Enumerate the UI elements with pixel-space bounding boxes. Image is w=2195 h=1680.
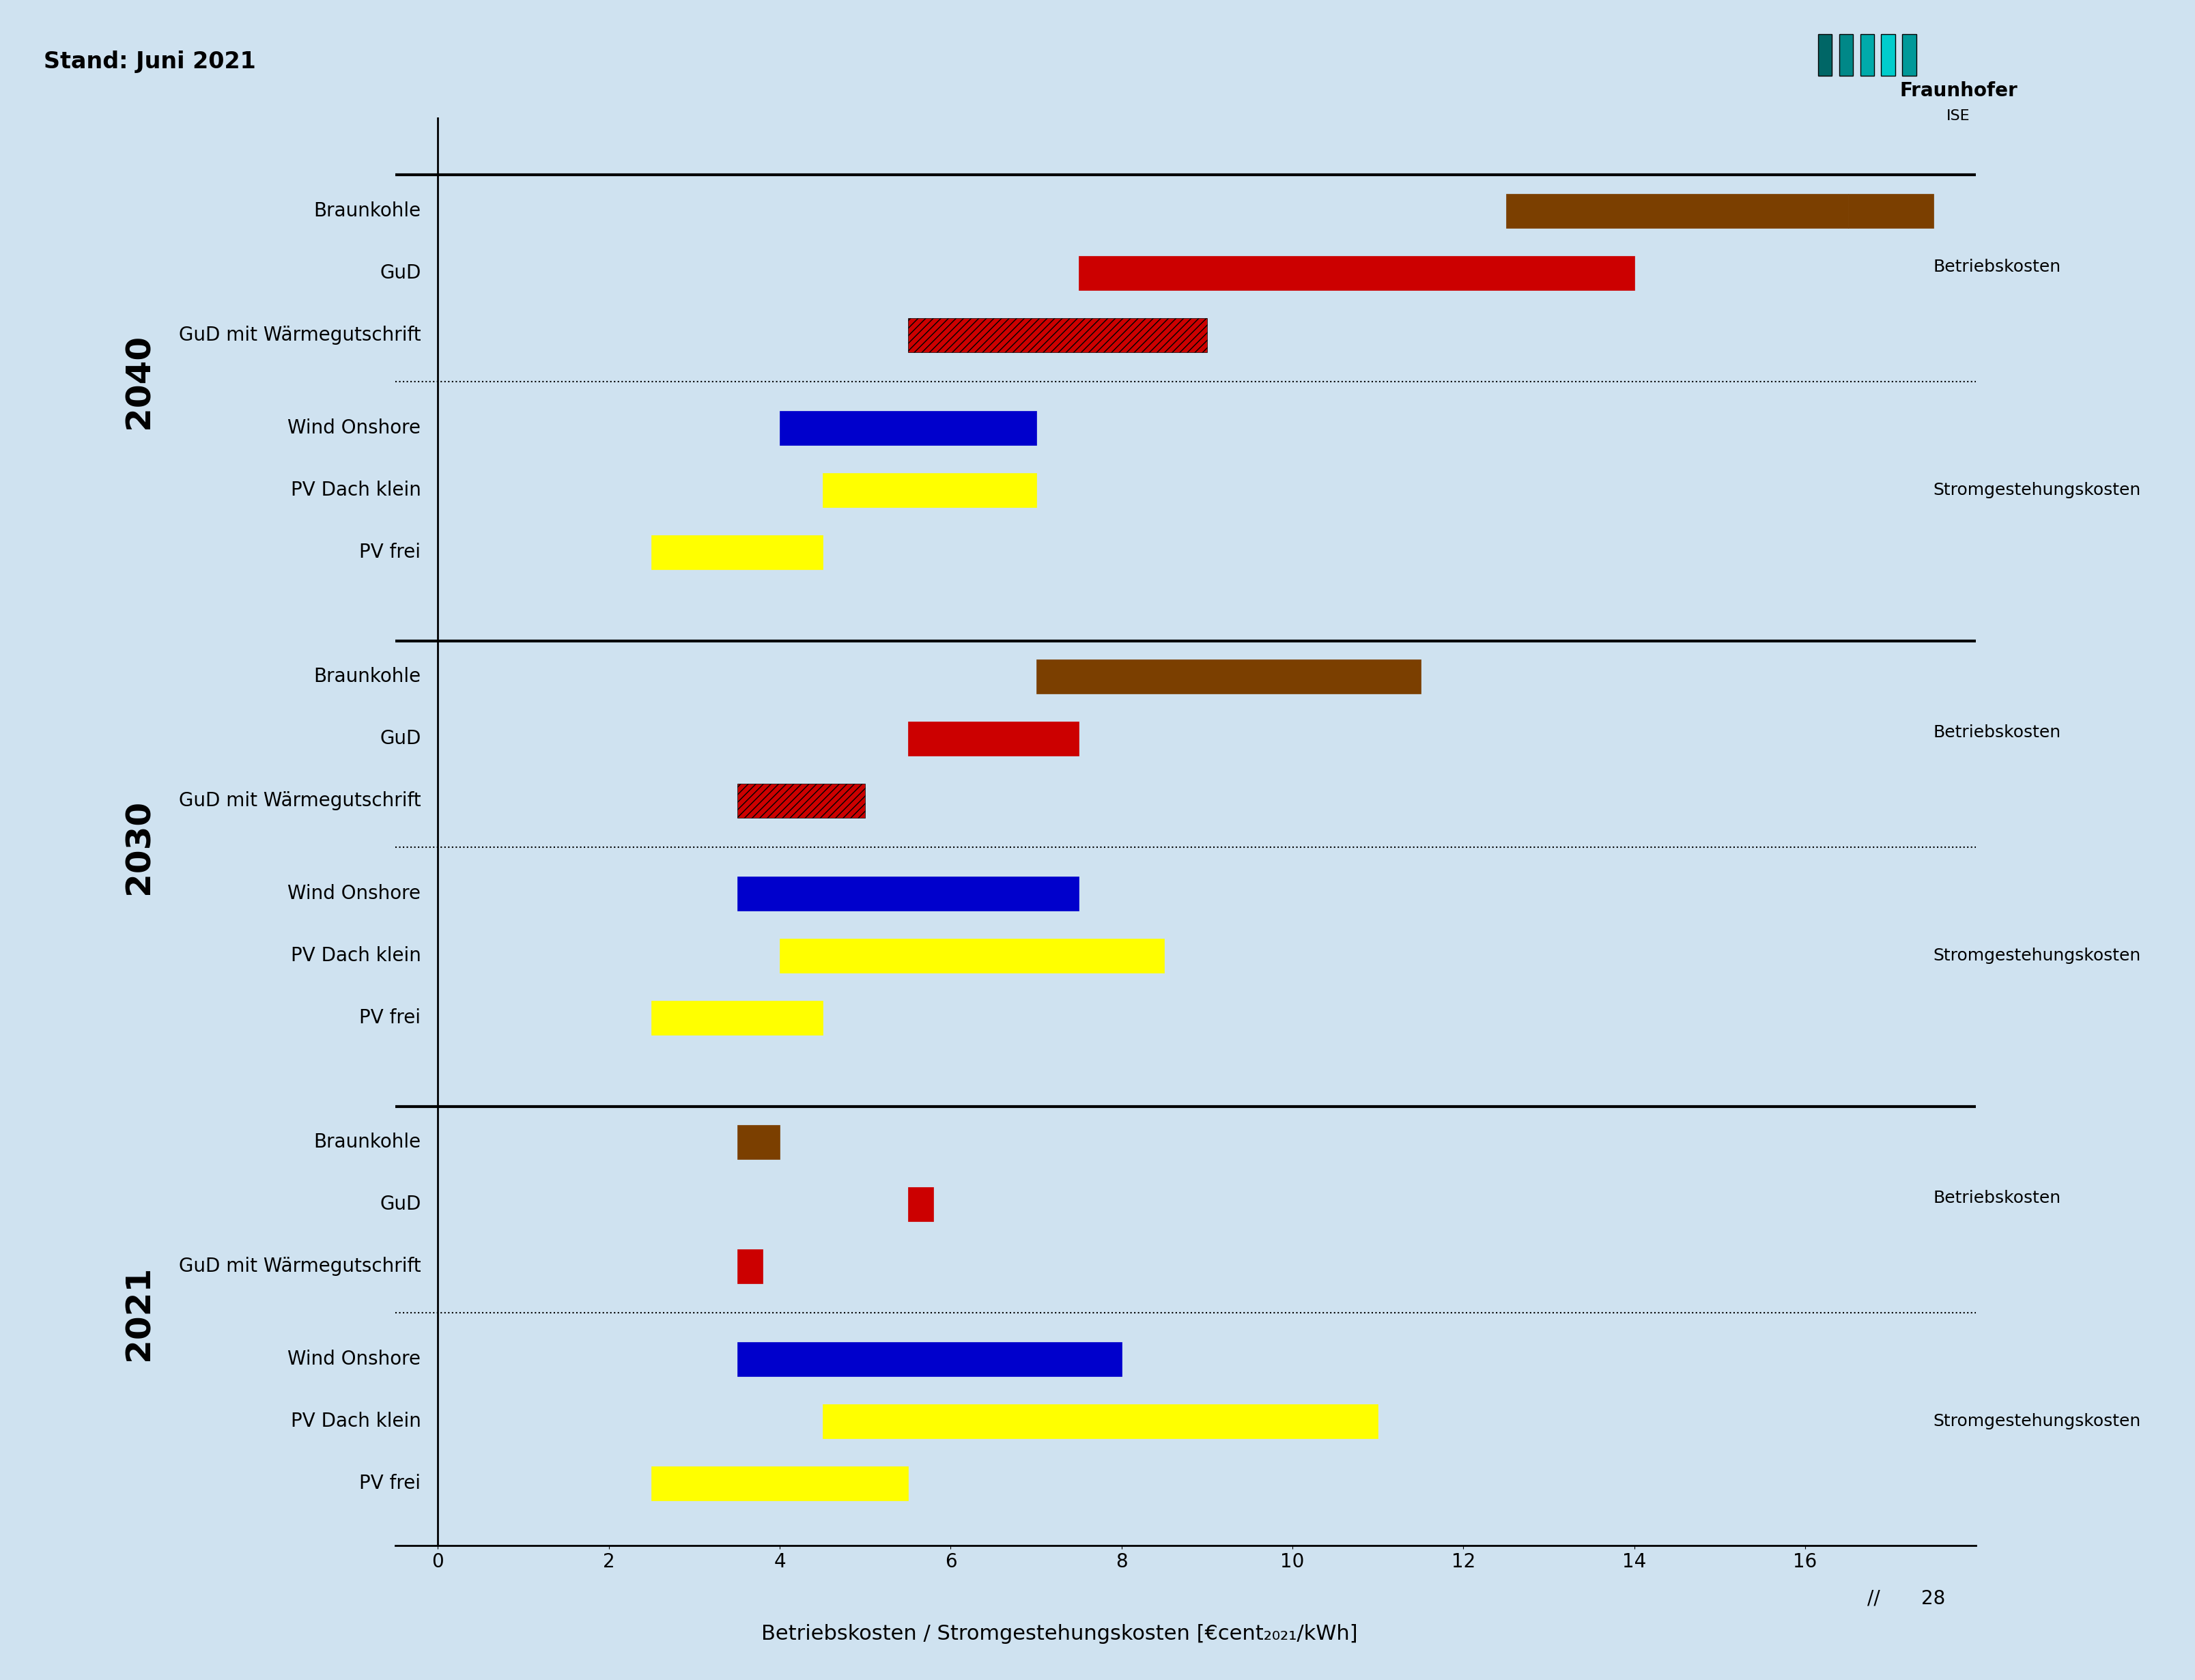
Text: GuD: GuD (380, 729, 421, 748)
Text: Braunkohle: Braunkohle (314, 667, 421, 685)
Text: 2040: 2040 (123, 334, 156, 428)
Text: Betriebskosten: Betriebskosten (1934, 259, 2061, 276)
Text: GuD mit Wärmegutschrift: GuD mit Wärmegutschrift (178, 1257, 421, 1275)
Text: PV Dach klein: PV Dach klein (290, 946, 421, 966)
FancyBboxPatch shape (909, 721, 1078, 756)
Text: Stromgestehungskosten: Stromgestehungskosten (1934, 482, 2140, 499)
Text: GuD: GuD (380, 264, 421, 282)
FancyBboxPatch shape (823, 474, 1036, 507)
Text: Betriebskosten: Betriebskosten (1934, 724, 2061, 741)
FancyBboxPatch shape (1036, 659, 1420, 694)
FancyBboxPatch shape (738, 877, 1078, 911)
Text: 2030: 2030 (123, 800, 156, 895)
FancyBboxPatch shape (1881, 34, 1894, 76)
Text: GuD mit Wärmegutschrift: GuD mit Wärmegutschrift (178, 326, 421, 344)
Text: PV frei: PV frei (360, 1008, 421, 1028)
FancyBboxPatch shape (1078, 255, 1633, 291)
FancyBboxPatch shape (1859, 34, 1875, 76)
Text: Wind Onshore: Wind Onshore (288, 1349, 421, 1369)
FancyBboxPatch shape (823, 1404, 1378, 1438)
Text: PV frei: PV frei (360, 543, 421, 561)
FancyBboxPatch shape (909, 1188, 933, 1221)
Text: 28: 28 (1921, 1589, 1945, 1608)
Text: Braunkohle: Braunkohle (314, 1132, 421, 1151)
FancyBboxPatch shape (652, 1467, 909, 1500)
FancyBboxPatch shape (1848, 193, 1934, 228)
Text: Stromgestehungskosten: Stromgestehungskosten (1934, 1413, 2140, 1430)
FancyBboxPatch shape (1839, 34, 1853, 76)
FancyBboxPatch shape (652, 1001, 823, 1035)
Text: Braunkohle: Braunkohle (314, 202, 421, 220)
Text: ISE: ISE (1947, 109, 1969, 123)
Text: Wind Onshore: Wind Onshore (288, 884, 421, 904)
Text: PV Dach klein: PV Dach klein (290, 1411, 421, 1431)
Text: GuD mit Wärmegutschrift: GuD mit Wärmegutschrift (178, 791, 421, 810)
FancyBboxPatch shape (738, 1250, 762, 1284)
FancyBboxPatch shape (1506, 193, 1848, 228)
FancyBboxPatch shape (1817, 34, 1831, 76)
FancyBboxPatch shape (652, 536, 823, 570)
Text: Stand: Juni 2021: Stand: Juni 2021 (44, 50, 257, 72)
Text: Betriebskosten: Betriebskosten (1934, 1189, 2061, 1206)
FancyBboxPatch shape (909, 318, 1207, 353)
X-axis label: Betriebskosten / Stromgestehungskosten [€cent₂₀₂₁/kWh]: Betriebskosten / Stromgestehungskosten [… (762, 1625, 1357, 1645)
FancyBboxPatch shape (1901, 34, 1916, 76)
Text: GuD: GuD (380, 1194, 421, 1213)
Text: 2021: 2021 (123, 1265, 156, 1361)
Text: //: // (1866, 1589, 1879, 1608)
FancyBboxPatch shape (738, 783, 865, 818)
Text: Wind Onshore: Wind Onshore (288, 418, 421, 437)
Text: Stromgestehungskosten: Stromgestehungskosten (1934, 948, 2140, 964)
FancyBboxPatch shape (738, 1342, 1122, 1376)
FancyBboxPatch shape (779, 412, 1036, 445)
Text: PV frei: PV frei (360, 1473, 421, 1494)
Text: Fraunhofer: Fraunhofer (1899, 82, 2017, 101)
FancyBboxPatch shape (779, 939, 1163, 973)
FancyBboxPatch shape (738, 1126, 779, 1159)
Text: PV Dach klein: PV Dach klein (290, 480, 421, 499)
